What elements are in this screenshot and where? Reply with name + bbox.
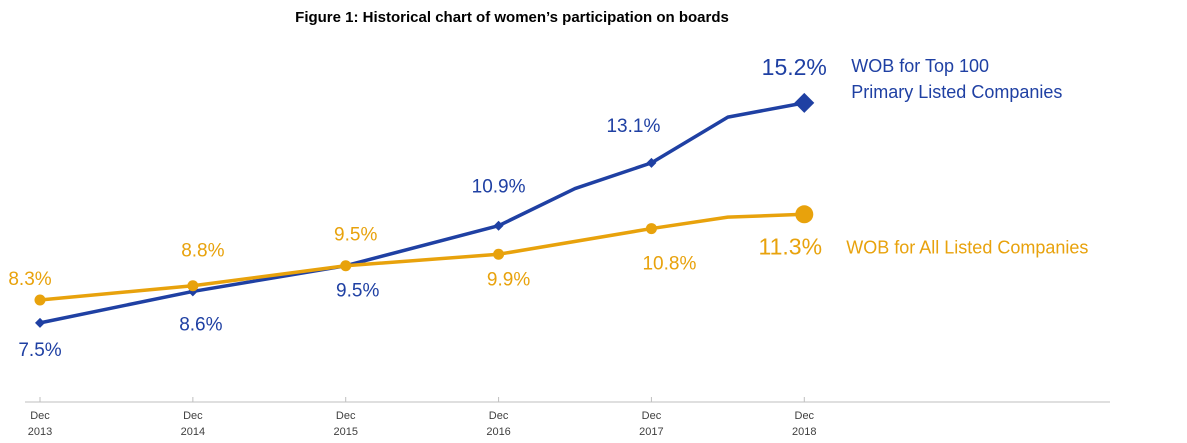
marker — [340, 260, 352, 272]
marker — [795, 205, 814, 224]
chart-title: Figure 1: Historical chart of women’s pa… — [295, 9, 729, 26]
series-label: WOB for Top 100 Primary Listed Companies — [851, 56, 1062, 102]
marker — [35, 317, 45, 328]
data-label: 13.1% — [606, 116, 660, 137]
marker — [493, 248, 505, 260]
data-label: 8.8% — [181, 241, 224, 262]
series-line — [39, 101, 805, 325]
data-label: 10.9% — [472, 177, 526, 198]
data-label: 8.3% — [8, 269, 51, 290]
data-label: 9.9% — [487, 269, 530, 290]
marker — [794, 92, 815, 113]
marker — [34, 294, 46, 306]
marker — [493, 220, 504, 231]
data-label: 10.8% — [642, 254, 696, 275]
marker — [645, 223, 657, 235]
data-label: 9.5% — [336, 281, 379, 302]
x-tick-label: Dec 2017 — [639, 410, 663, 438]
data-label: 9.5% — [334, 225, 377, 246]
data-label: 11.3% — [759, 233, 823, 259]
marker — [187, 280, 199, 292]
x-tick-label: Dec 2016 — [486, 410, 510, 438]
data-label: 15.2% — [762, 54, 827, 80]
data-label: 7.5% — [18, 340, 61, 361]
data-label: 8.6% — [179, 314, 222, 335]
x-tick-label: Dec 2018 — [792, 410, 816, 438]
series-label: WOB for All Listed Companies — [846, 237, 1088, 257]
x-tick-label: Dec 2013 — [28, 410, 52, 438]
x-tick-label: Dec 2014 — [181, 410, 205, 438]
x-tick-label: Dec 2015 — [333, 410, 357, 438]
marker — [646, 157, 657, 168]
